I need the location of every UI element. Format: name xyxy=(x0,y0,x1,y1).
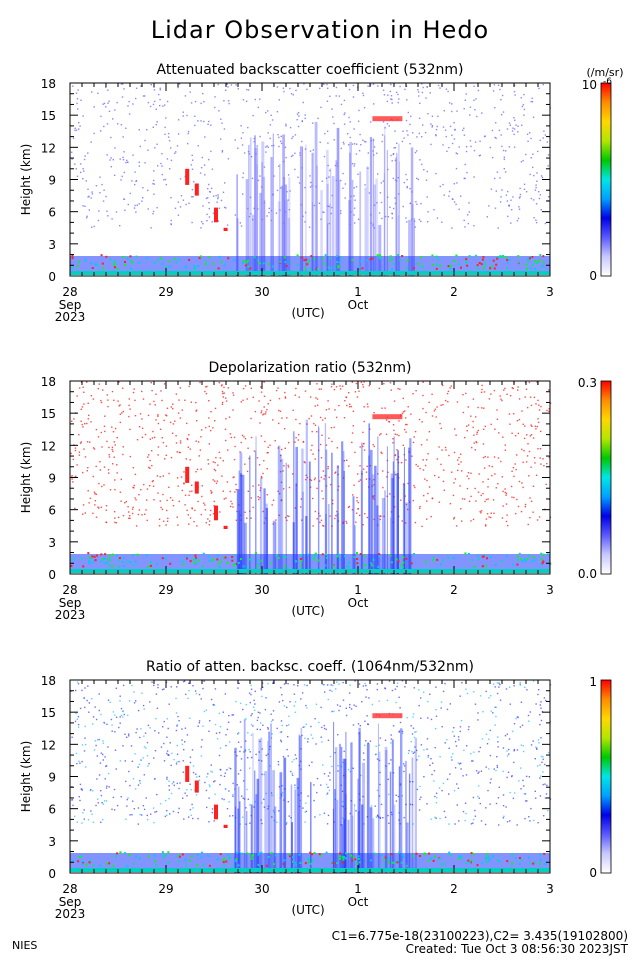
colorbar-min-label: 0.0 xyxy=(578,567,597,581)
x-sub-label: 2023 xyxy=(55,310,86,324)
x-axis-label: (UTC) xyxy=(292,306,325,320)
colorbar xyxy=(600,679,612,874)
y-tick-label: 3 xyxy=(48,835,56,849)
x-tick-label: 28 xyxy=(62,583,77,597)
panel-title: Depolarization ratio (532nm) xyxy=(208,360,411,376)
x-tick-label: 3 xyxy=(546,285,554,299)
y-tick-label: 9 xyxy=(48,472,56,486)
y-tick-label: 6 xyxy=(48,206,56,220)
y-tick-label: 12 xyxy=(41,439,56,453)
y-tick-label: 15 xyxy=(41,109,56,123)
panel-3: Ratio of atten. backsc. coeff. (1064nm/5… xyxy=(19,659,612,921)
y-tick-label: 0 xyxy=(48,867,56,881)
constants-label: C1=6.775e-18(23100223),C2= 3.435(1910280… xyxy=(332,929,628,943)
x-tick-label: 28 xyxy=(62,285,77,299)
x-sub-label: Oct xyxy=(348,895,369,909)
x-tick-label: 30 xyxy=(254,285,269,299)
colorbar-unit: (/m/sr) xyxy=(587,66,624,79)
y-tick-label: 6 xyxy=(48,504,56,518)
y-tick-label: 0 xyxy=(48,270,56,284)
colorbar-min-label: 0 xyxy=(589,269,597,283)
x-axis-label: (UTC) xyxy=(292,604,325,618)
y-tick-label: 18 xyxy=(41,674,56,688)
x-tick-label: 2 xyxy=(450,882,458,896)
x-tick-label: 2 xyxy=(450,583,458,597)
panel-1: Attenuated backscatter coefficient (532n… xyxy=(19,62,623,324)
panel-2: Depolarization ratio (532nm)0369121518He… xyxy=(19,360,612,622)
x-tick-label: 28 xyxy=(62,882,77,896)
x-tick-label: 30 xyxy=(254,882,269,896)
y-axis-label: Height (km) xyxy=(19,144,33,215)
y-tick-label: 0 xyxy=(48,568,56,582)
org-label: NIES xyxy=(12,939,37,952)
colorbar-max-label: 10 xyxy=(582,78,597,92)
heatmap-area xyxy=(70,680,552,873)
y-tick-label: 12 xyxy=(41,738,56,752)
x-tick-label: 1 xyxy=(354,285,362,299)
y-tick-label: 18 xyxy=(41,375,56,389)
y-tick-label: 3 xyxy=(48,536,56,550)
x-tick-label: 3 xyxy=(546,882,554,896)
y-tick-label: 15 xyxy=(41,407,56,421)
created-label: Created: Tue Oct 3 08:56:30 2023JST xyxy=(406,942,629,956)
x-tick-label: 29 xyxy=(158,583,173,597)
y-tick-label: 3 xyxy=(48,238,56,252)
x-tick-label: 29 xyxy=(158,882,173,896)
x-sub-label: Sep xyxy=(59,596,82,610)
colorbar xyxy=(600,82,612,277)
x-sub-label: Oct xyxy=(348,298,369,312)
x-tick-label: 1 xyxy=(354,882,362,896)
x-sub-label: 2023 xyxy=(55,907,86,921)
y-tick-label: 9 xyxy=(48,174,56,188)
colorbar xyxy=(600,380,612,575)
colorbar-max-exponent: -6 xyxy=(603,77,612,87)
heatmap-area xyxy=(70,83,551,277)
x-tick-label: 30 xyxy=(254,583,269,597)
colorbar-max-label: 1 xyxy=(589,675,597,689)
plot-frame xyxy=(69,679,551,874)
y-tick-label: 18 xyxy=(41,77,56,91)
y-tick-label: 6 xyxy=(48,803,56,817)
panel-title: Ratio of atten. backsc. coeff. (1064nm/5… xyxy=(146,659,474,675)
y-axis-label: Height (km) xyxy=(19,741,33,812)
y-axis-label: Height (km) xyxy=(19,442,33,513)
plot-frame xyxy=(69,82,551,277)
panels: Attenuated backscatter coefficient (532n… xyxy=(19,62,623,921)
y-tick-label: 15 xyxy=(41,706,56,720)
x-sub-label: 2023 xyxy=(55,608,86,622)
colorbar-min-label: 0 xyxy=(589,866,597,880)
colorbar-max-label: 0.3 xyxy=(578,376,597,390)
x-sub-label: Sep xyxy=(59,298,82,312)
x-tick-label: 29 xyxy=(158,285,173,299)
x-tick-label: 1 xyxy=(354,583,362,597)
figure-title: Lidar Observation in Hedo xyxy=(151,16,490,44)
y-tick-label: 12 xyxy=(41,141,56,155)
x-axis-label: (UTC) xyxy=(292,903,325,917)
x-tick-label: 2 xyxy=(450,285,458,299)
heatmap-area xyxy=(70,381,552,574)
x-sub-label: Sep xyxy=(59,895,82,909)
x-sub-label: Oct xyxy=(348,596,369,610)
y-tick-label: 9 xyxy=(48,771,56,785)
panel-title: Attenuated backscatter coefficient (532n… xyxy=(157,62,464,78)
x-tick-label: 3 xyxy=(546,583,554,597)
